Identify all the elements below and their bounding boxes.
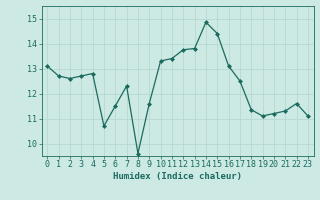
X-axis label: Humidex (Indice chaleur): Humidex (Indice chaleur) bbox=[113, 172, 242, 181]
